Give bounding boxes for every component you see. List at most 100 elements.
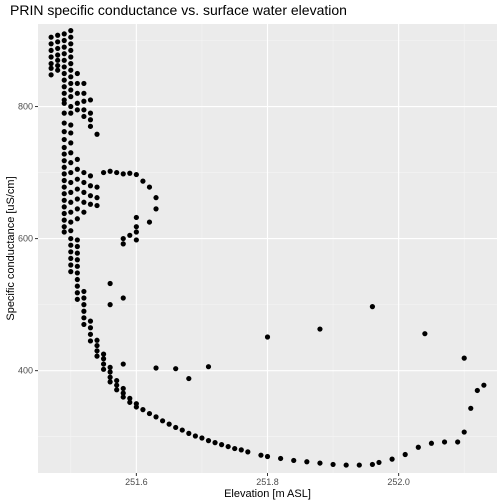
data-point [94, 337, 100, 343]
data-point [68, 150, 74, 156]
data-point [61, 136, 67, 143]
data-point [55, 45, 61, 52]
data-point [61, 177, 67, 184]
chart-title: PRIN specific conductance vs. surface wa… [10, 2, 347, 18]
data-point [264, 334, 271, 340]
data-point [107, 280, 113, 287]
data-point [291, 457, 297, 464]
data-point [74, 296, 80, 302]
y-tick-label: 800 [18, 102, 33, 112]
data-point [389, 456, 395, 462]
data-point [232, 445, 238, 452]
data-point [74, 283, 80, 289]
data-point [127, 399, 133, 405]
data-point [68, 169, 74, 176]
data-point [68, 255, 74, 262]
data-point [317, 326, 323, 332]
data-point [114, 382, 120, 388]
data-point [68, 219, 74, 225]
data-point [107, 379, 113, 385]
data-point [55, 32, 61, 38]
x-axis-title: Elevation [m ASL] [224, 488, 311, 500]
data-point [68, 160, 74, 166]
data-point [186, 430, 192, 436]
data-point [81, 169, 87, 176]
data-point [68, 28, 74, 34]
data-point [441, 439, 448, 445]
data-point [356, 462, 362, 468]
data-point [61, 37, 67, 44]
data-point [422, 331, 428, 337]
data-point [107, 168, 113, 174]
data-point [61, 151, 67, 157]
data-point [225, 443, 231, 450]
data-point [461, 429, 467, 435]
data-point [74, 290, 80, 296]
data-point [468, 405, 474, 411]
data-point [120, 171, 126, 177]
data-point [68, 262, 74, 268]
data-point [81, 308, 87, 314]
data-point [317, 460, 323, 466]
data-point [87, 201, 94, 207]
data-point [68, 34, 74, 40]
data-point [94, 195, 100, 201]
data-point [146, 410, 153, 417]
data-point [81, 288, 87, 295]
data-point [68, 41, 74, 47]
y-tick-label: 600 [18, 234, 33, 244]
data-point [94, 131, 100, 137]
data-point [133, 229, 139, 235]
data-point [81, 315, 87, 321]
data-point [61, 229, 67, 235]
data-point [61, 210, 67, 217]
data-point [87, 318, 94, 324]
data-point [376, 459, 382, 466]
data-point [428, 440, 435, 446]
data-point [159, 418, 166, 424]
x-axis-ticks: 251.6 251.8 252.0 [125, 473, 410, 487]
data-point [74, 107, 80, 113]
data-point [74, 156, 80, 162]
x-tick-label: 252.0 [387, 477, 410, 487]
data-point [61, 197, 67, 203]
data-point [68, 140, 74, 146]
data-point [258, 452, 264, 458]
data-point [68, 249, 74, 255]
x-tick-label: 251.6 [125, 477, 148, 487]
data-point [68, 47, 74, 54]
data-points [48, 28, 487, 468]
data-point [343, 462, 349, 468]
data-point [120, 394, 126, 400]
data-point [68, 61, 74, 67]
x-tick-label: 251.8 [256, 477, 279, 487]
data-point [81, 302, 87, 308]
data-point [74, 80, 80, 87]
data-point [61, 64, 67, 70]
y-axis-title: Specific conductance [uS/cm] [5, 176, 17, 320]
data-point [114, 387, 120, 393]
data-point [87, 110, 94, 116]
data-point [120, 361, 126, 367]
data-point [87, 331, 94, 337]
data-point [133, 171, 139, 178]
data-point [61, 44, 67, 50]
data-point [120, 235, 126, 242]
data-point [81, 179, 87, 186]
data-point [120, 390, 126, 396]
y-axis-ticks: 400 600 800 [18, 102, 38, 376]
data-point [61, 171, 67, 177]
data-point [87, 117, 94, 123]
data-point [61, 164, 67, 170]
data-point [481, 382, 487, 388]
data-point [107, 374, 113, 380]
data-point [61, 77, 67, 83]
data-point [74, 243, 80, 250]
data-point [120, 295, 126, 301]
data-point [68, 80, 74, 87]
data-point [100, 361, 107, 367]
data-point [68, 199, 74, 205]
data-point [61, 110, 67, 116]
data-point [94, 348, 100, 354]
